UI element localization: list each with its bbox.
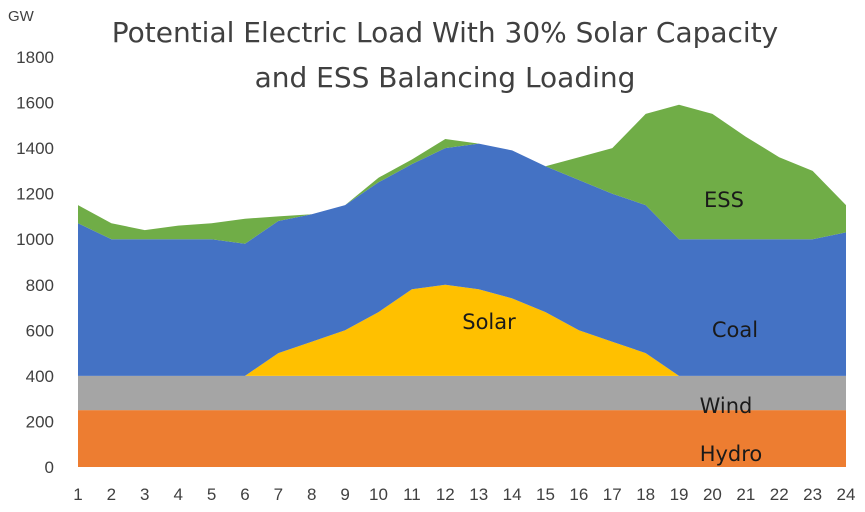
x-tick-label: 18 bbox=[636, 485, 655, 504]
y-tick-label: 600 bbox=[26, 321, 54, 340]
x-tick-label: 3 bbox=[140, 485, 149, 504]
series-label-ess: ESS bbox=[704, 188, 744, 212]
x-tick-label: 1 bbox=[73, 485, 82, 504]
area-layers bbox=[78, 104, 846, 467]
x-tick-label: 7 bbox=[274, 485, 283, 504]
series-labels: Hydro Wind Solar Coal ESS bbox=[462, 188, 762, 466]
area-solar bbox=[78, 284, 846, 376]
chart-title-line-1: Potential Electric Load With 30% Solar C… bbox=[112, 16, 779, 49]
x-tick-label: 2 bbox=[107, 485, 116, 504]
x-tick-label: 16 bbox=[569, 485, 588, 504]
x-tick-label: 20 bbox=[703, 485, 722, 504]
y-axis-unit-label: GW bbox=[8, 8, 35, 25]
x-tick-label: 4 bbox=[173, 485, 182, 504]
x-tick-label: 22 bbox=[770, 485, 789, 504]
x-tick-label: 10 bbox=[369, 485, 388, 504]
chart-title-line-2: and ESS Balancing Loading bbox=[255, 61, 636, 94]
x-axis-ticks: 1 2 3 4 5 6 7 8 9 10 11 12 13 14 15 16 17 18 19 20 21 22 23 24 bbox=[73, 485, 855, 504]
x-tick-label: 12 bbox=[436, 485, 455, 504]
x-tick-label: 8 bbox=[307, 485, 316, 504]
y-tick-label: 1800 bbox=[16, 48, 54, 67]
y-tick-label: 1200 bbox=[16, 185, 54, 204]
x-tick-label: 23 bbox=[803, 485, 822, 504]
y-axis-ticks: 0 200 400 600 800 1000 1200 1400 1600 1800 bbox=[16, 48, 54, 477]
y-tick-label: 200 bbox=[26, 412, 54, 431]
y-tick-label: 1400 bbox=[16, 139, 54, 158]
x-tick-label: 15 bbox=[536, 485, 555, 504]
y-tick-label: 800 bbox=[26, 276, 54, 295]
series-label-coal: Coal bbox=[712, 318, 758, 342]
x-tick-label: 17 bbox=[603, 485, 622, 504]
series-label-solar: Solar bbox=[462, 310, 516, 334]
series-label-wind: Wind bbox=[700, 394, 753, 418]
y-tick-label: 400 bbox=[26, 367, 54, 386]
area-coal bbox=[78, 143, 846, 376]
y-tick-label: 1600 bbox=[16, 94, 54, 113]
y-tick-label: 0 bbox=[45, 458, 54, 477]
series-label-hydro: Hydro bbox=[700, 442, 763, 466]
x-tick-label: 6 bbox=[240, 485, 249, 504]
x-tick-label: 9 bbox=[340, 485, 349, 504]
area-wind bbox=[78, 375, 846, 411]
y-tick-label: 1000 bbox=[16, 230, 54, 249]
x-tick-label: 21 bbox=[736, 485, 755, 504]
x-tick-label: 24 bbox=[837, 485, 856, 504]
area-hydro bbox=[78, 410, 846, 467]
x-tick-label: 13 bbox=[469, 485, 488, 504]
x-tick-label: 14 bbox=[503, 485, 522, 504]
x-tick-label: 5 bbox=[207, 485, 216, 504]
x-tick-label: 19 bbox=[670, 485, 689, 504]
x-tick-label: 11 bbox=[403, 485, 421, 504]
area-ess bbox=[78, 104, 846, 244]
